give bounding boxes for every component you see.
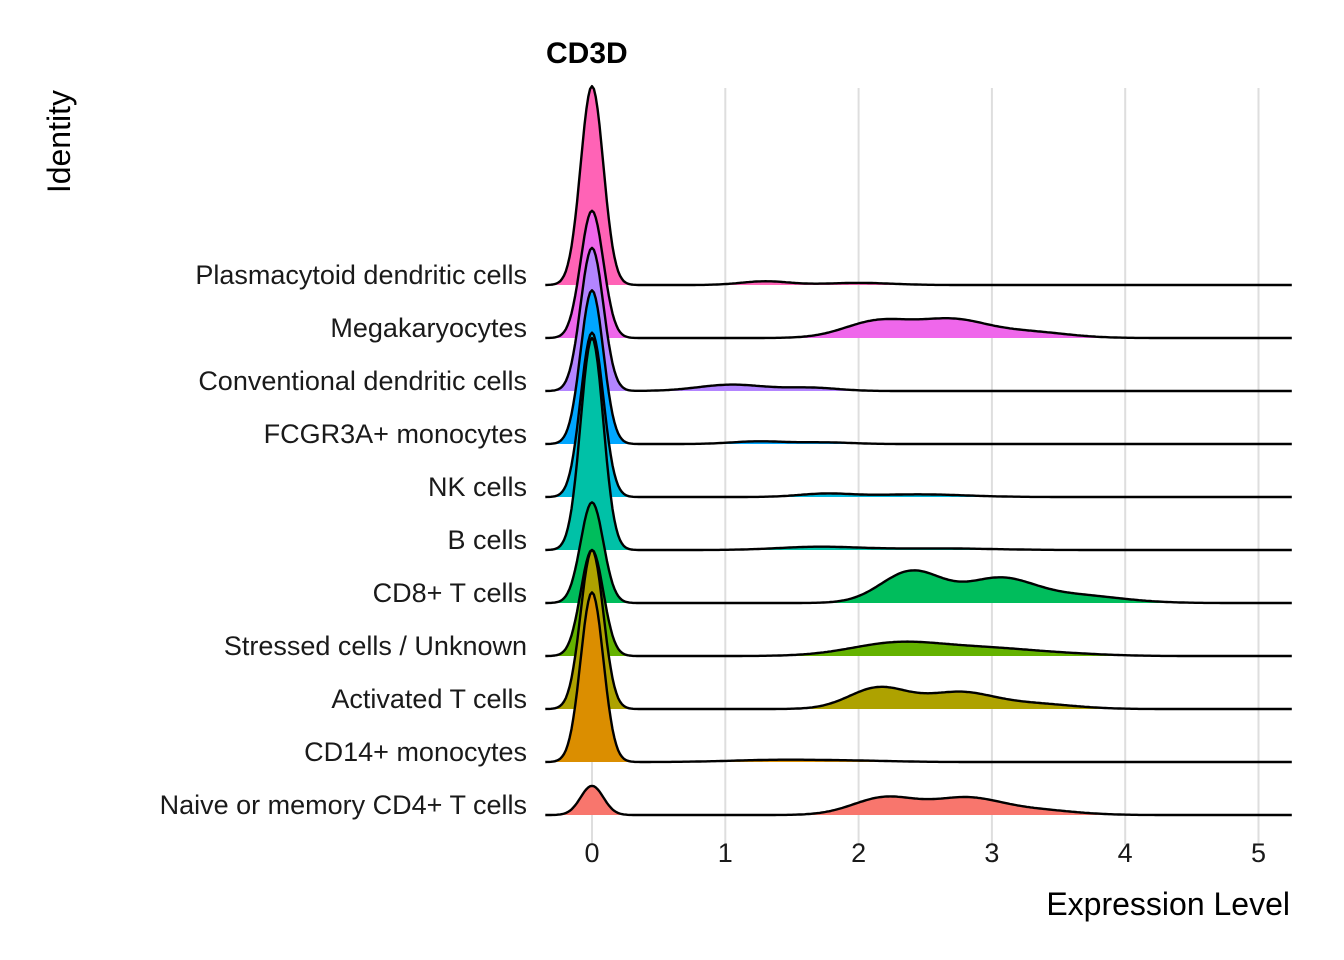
ridge-area — [545, 502, 1292, 603]
y-tick-labels: Plasmacytoid dendritic cells Megakaryocyt… — [160, 260, 527, 820]
y-tick-label: Megakaryocytes — [330, 313, 527, 343]
chart-title: CD3D — [546, 37, 628, 70]
ridge-area — [545, 332, 1292, 497]
ridge-outline — [545, 331, 1292, 499]
ridge-activated-t-cells — [545, 548, 1292, 711]
ridge-cd8-t-cells — [545, 501, 1292, 605]
y-tick-label: FCGR3A+ monocytes — [264, 419, 527, 449]
y-tick-label: NK cells — [428, 472, 527, 502]
x-tick-label: 5 — [1251, 838, 1266, 868]
y-tick-label: Plasmacytoid dendritic cells — [195, 260, 527, 290]
grid-lines — [591, 88, 1260, 845]
x-tick-labels: 0 1 2 3 4 5 — [584, 838, 1266, 868]
y-axis-title: Identity — [41, 90, 77, 193]
ridge-outline — [545, 548, 1292, 658]
y-tick-label: Naive or memory CD4+ T cells — [160, 790, 527, 820]
y-tick-label: CD14+ monocytes — [304, 737, 527, 767]
ridge-outline — [545, 85, 1292, 287]
ridge-outline — [545, 246, 1292, 393]
y-tick-label: Conventional dendritic cells — [198, 366, 527, 396]
ridge-outline — [545, 784, 1292, 817]
ridge-cd14-monocytes — [545, 591, 1292, 764]
ridge-megakaryocytes — [545, 209, 1292, 340]
ridge-outline — [545, 501, 1292, 605]
ridge-area — [545, 86, 1292, 285]
ridge-outline — [545, 289, 1292, 446]
ridge-area — [545, 290, 1292, 444]
x-tick-label: 1 — [718, 838, 733, 868]
y-tick-label: CD8+ T cells — [373, 578, 527, 608]
ridge-stressed-cells-unknown — [545, 548, 1292, 658]
x-axis-title: Expression Level — [1046, 886, 1290, 922]
x-tick-label: 2 — [851, 838, 866, 868]
ridge-outline — [545, 209, 1292, 340]
ridge-naive-or-memory-cd4-t-cells — [545, 784, 1292, 817]
y-tick-label: Activated T cells — [331, 684, 527, 714]
ridge-fcgr3a-monocytes — [545, 289, 1292, 446]
ridge-outline — [545, 548, 1292, 711]
ridges — [545, 85, 1292, 817]
y-tick-label: Stressed cells / Unknown — [224, 631, 527, 661]
x-tick-label: 3 — [984, 838, 999, 868]
ridge-area — [545, 592, 1292, 762]
y-tick-label: B cells — [447, 525, 527, 555]
ridge-nk-cells — [545, 331, 1292, 499]
x-tick-label: 0 — [584, 838, 599, 868]
ridge-outline — [545, 336, 1292, 552]
ridge-area — [545, 785, 1292, 815]
ridge-plasmacytoid-dendritic-cells — [545, 85, 1292, 287]
ridge-b-cells — [545, 336, 1292, 552]
ridge-outline — [545, 591, 1292, 764]
x-tick-label: 4 — [1118, 838, 1133, 868]
ridge-conventional-dendritic-cells — [545, 246, 1292, 393]
